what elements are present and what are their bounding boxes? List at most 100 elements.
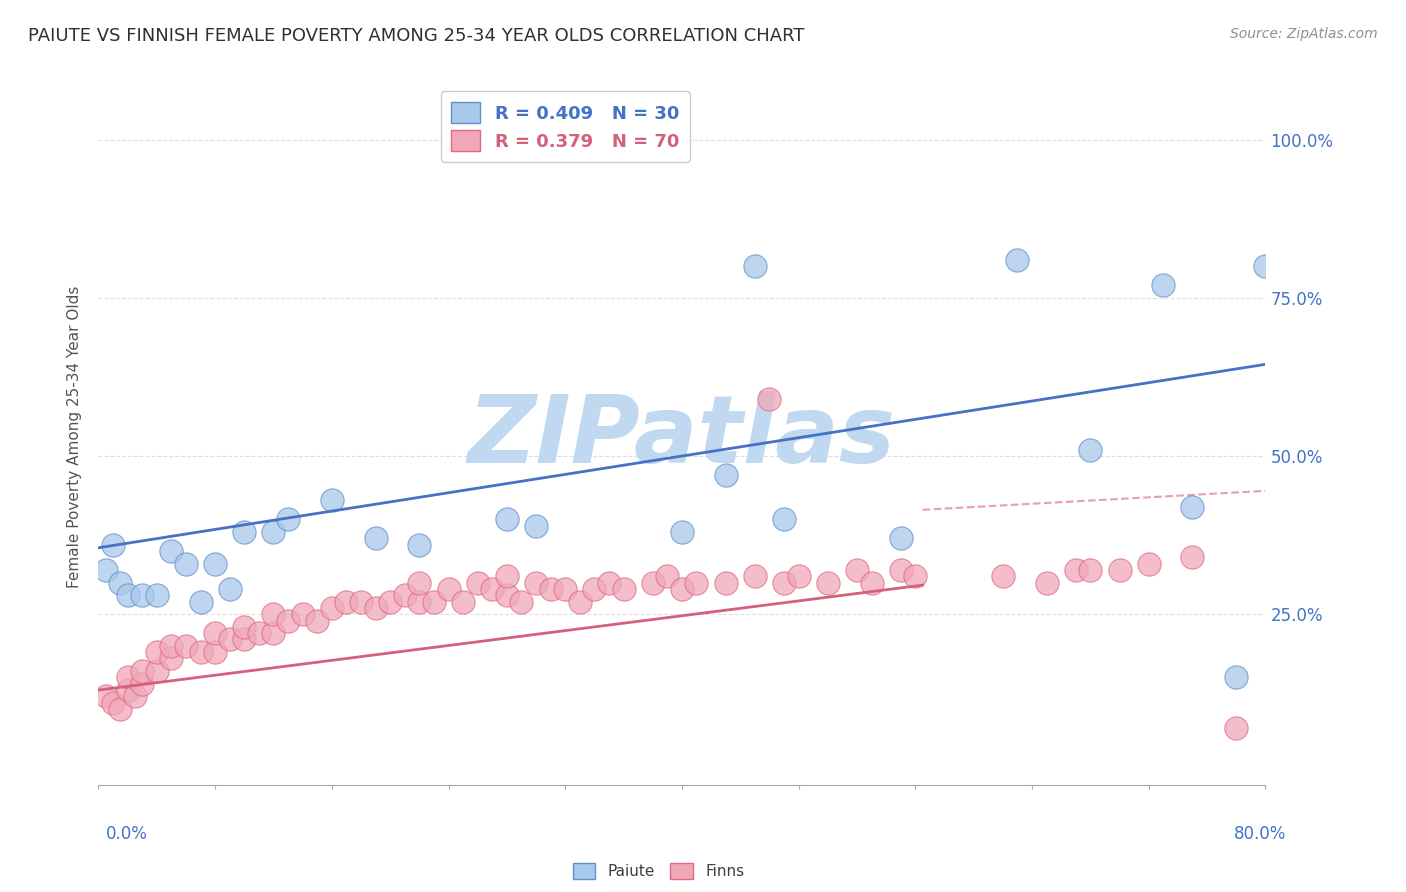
Point <box>1254 260 1277 274</box>
Point <box>233 524 256 539</box>
Point <box>94 690 117 704</box>
Point <box>174 557 197 571</box>
Point <box>204 626 226 640</box>
Point <box>190 645 212 659</box>
Point <box>394 588 416 602</box>
Point <box>335 594 357 608</box>
Text: 0.0%: 0.0% <box>105 825 148 843</box>
Point <box>350 594 373 608</box>
Point <box>554 582 576 596</box>
Point <box>860 575 883 590</box>
Y-axis label: Female Poverty Among 25-34 Year Olds: Female Poverty Among 25-34 Year Olds <box>67 286 83 588</box>
Point <box>467 575 489 590</box>
Point <box>174 639 197 653</box>
Point <box>291 607 314 622</box>
Point <box>204 645 226 659</box>
Point <box>408 575 430 590</box>
Point <box>146 588 169 602</box>
Point <box>378 594 402 608</box>
Point <box>583 582 606 596</box>
Text: Source: ZipAtlas.com: Source: ZipAtlas.com <box>1230 27 1378 41</box>
Point <box>1080 563 1102 577</box>
Point <box>744 569 766 583</box>
Point <box>160 544 183 558</box>
Point <box>233 620 256 634</box>
Point <box>481 582 503 596</box>
Point <box>495 588 517 602</box>
Point <box>991 569 1014 583</box>
Point <box>117 683 139 698</box>
Point <box>641 575 664 590</box>
Point <box>540 582 562 596</box>
Point <box>364 531 387 545</box>
Text: PAIUTE VS FINNISH FEMALE POVERTY AMONG 25-34 YEAR OLDS CORRELATION CHART: PAIUTE VS FINNISH FEMALE POVERTY AMONG 2… <box>28 27 804 45</box>
Point <box>744 260 766 274</box>
Point <box>495 569 517 583</box>
Point <box>1108 563 1130 577</box>
Point <box>364 600 387 615</box>
Point <box>131 677 153 691</box>
Point <box>495 512 517 526</box>
Point <box>671 524 693 539</box>
Point <box>1137 557 1160 571</box>
Point <box>218 632 240 647</box>
Point <box>845 563 868 577</box>
Point <box>1225 721 1247 735</box>
Point <box>612 582 634 596</box>
Point <box>408 594 430 608</box>
Point <box>160 651 183 665</box>
Point <box>890 563 912 577</box>
Point <box>1080 442 1102 457</box>
Point <box>190 594 212 608</box>
Point <box>131 588 153 602</box>
Point <box>110 575 132 590</box>
Point <box>758 392 780 406</box>
Point <box>568 594 591 608</box>
Point <box>598 575 620 590</box>
Point <box>787 569 810 583</box>
Point <box>904 569 927 583</box>
Point <box>890 531 912 545</box>
Point <box>1064 563 1087 577</box>
Point <box>524 575 547 590</box>
Point <box>714 575 737 590</box>
Point <box>277 512 299 526</box>
Point <box>773 512 796 526</box>
Point <box>437 582 460 596</box>
Point <box>714 468 737 483</box>
Point <box>657 569 679 583</box>
Point <box>307 614 329 628</box>
Point <box>146 664 169 678</box>
Point <box>321 493 343 508</box>
Point <box>685 575 707 590</box>
Point <box>1225 670 1247 684</box>
Text: ZIPatlas: ZIPatlas <box>468 391 896 483</box>
Point <box>1007 252 1029 267</box>
Point <box>247 626 270 640</box>
Point <box>262 524 284 539</box>
Point <box>408 538 430 552</box>
Legend: Paiute, Finns: Paiute, Finns <box>567 857 751 885</box>
Point <box>117 588 139 602</box>
Point <box>101 696 124 710</box>
Point <box>773 575 796 590</box>
Point <box>262 607 284 622</box>
Point <box>233 632 256 647</box>
Point <box>204 557 226 571</box>
Point <box>160 639 183 653</box>
Point <box>277 614 299 628</box>
Point <box>321 600 343 615</box>
Point <box>262 626 284 640</box>
Point <box>423 594 446 608</box>
Point <box>1181 550 1204 565</box>
Point <box>1035 575 1057 590</box>
Point <box>218 582 240 596</box>
Point <box>124 690 146 704</box>
Text: 80.0%: 80.0% <box>1234 825 1286 843</box>
Point <box>101 538 124 552</box>
Point <box>451 594 474 608</box>
Point <box>817 575 839 590</box>
Point <box>146 645 169 659</box>
Point <box>1152 278 1174 293</box>
Point <box>94 563 117 577</box>
